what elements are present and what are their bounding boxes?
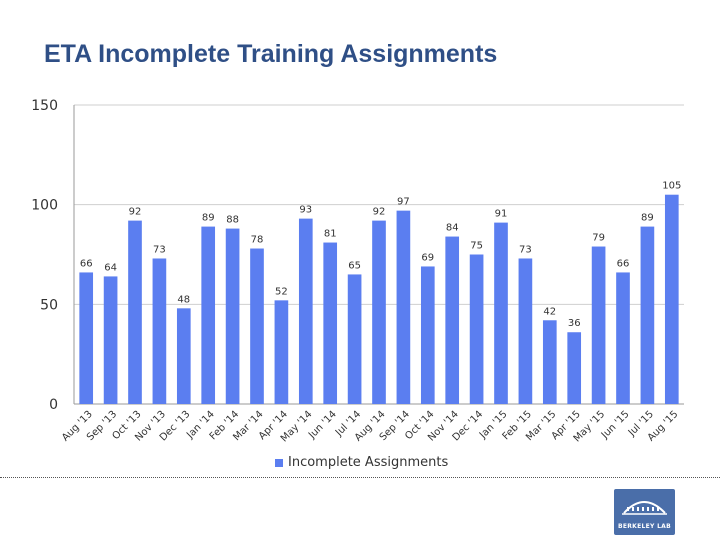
data-label: 88 [226,215,239,226]
bar [128,220,142,404]
y-tick-label: 0 [49,397,58,413]
bar [372,220,386,404]
berkeley-lab-logo: BERKELEY LAB [614,489,675,535]
y-tick-label: 150 [31,98,58,114]
data-label: 73 [153,244,166,255]
bar [79,272,94,404]
legend-label: Incomplete Assignments [288,455,449,470]
bar [152,258,167,404]
data-label: 97 [397,197,410,208]
bar [640,226,655,404]
bar [347,274,362,404]
data-label: 89 [202,213,215,224]
data-label: 91 [495,209,508,220]
bar [664,194,679,404]
bar [469,254,484,404]
y-tick-label: 100 [31,198,58,214]
data-label: 93 [299,205,312,216]
building-dome-icon [622,501,667,515]
bar [250,248,264,404]
bar [201,226,216,404]
data-label: 42 [543,306,556,317]
data-label: 73 [519,244,532,255]
bar [445,236,460,404]
y-tick-label: 50 [40,297,58,313]
legend: Incomplete Assignments [275,455,448,470]
bar [396,210,411,404]
data-label: 66 [80,258,93,269]
bar [494,222,508,404]
data-label: 48 [177,294,190,305]
data-label: 75 [470,241,483,252]
legend-swatch [275,458,283,467]
data-label: 36 [568,318,581,329]
bar [323,242,338,404]
data-label: 52 [275,286,288,297]
bar [420,266,435,404]
bar [518,258,533,404]
data-label: 84 [446,223,459,234]
page-title: ETA Incomplete Training Assignments [44,40,498,68]
data-label: 66 [617,258,630,269]
data-label: 79 [592,233,605,244]
bar [567,332,582,404]
bar [225,228,240,404]
data-label: 64 [104,262,117,273]
bar [591,246,606,404]
data-label: 65 [348,260,361,271]
logo-text: BERKELEY LAB [617,523,672,530]
data-label: 69 [421,252,434,263]
bar [616,272,630,404]
data-label: 89 [641,213,654,224]
data-label: 92 [373,207,386,218]
bar-chart: 0 50 100 150 66 64 92 73 48 89 88 78 52 93 81 65 92 97 69 8… [31,98,684,444]
bar [176,308,191,404]
data-label: 105 [662,181,681,192]
bar [298,218,313,404]
bar [274,300,289,404]
bar [103,276,118,404]
data-label: 81 [324,229,337,240]
bar [542,320,557,404]
data-label: 92 [129,207,142,218]
footer-divider [0,477,720,478]
data-label: 78 [251,235,264,246]
